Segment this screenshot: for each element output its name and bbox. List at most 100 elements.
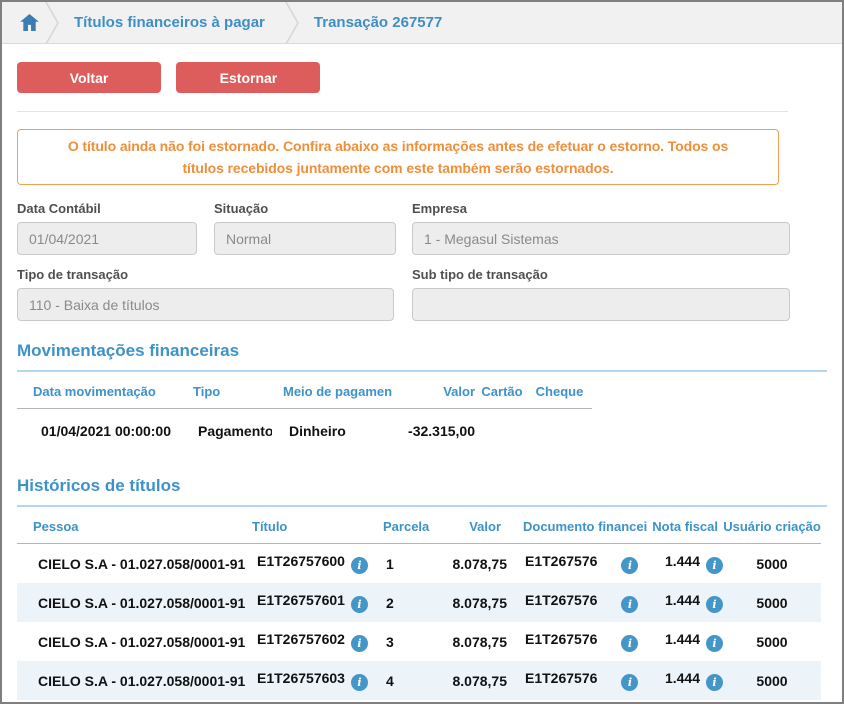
col-header-cartao: Cartão — [477, 374, 527, 409]
cell-nota-fiscal: 1.444 i — [647, 583, 723, 622]
movimentacoes-table: Data movimentação Tipo Meio de pagamento… — [17, 374, 592, 452]
documento-text: E1T267576 — [525, 553, 598, 569]
info-icon[interactable]: i — [706, 674, 723, 691]
cell-valor: 8.078,75 — [452, 633, 508, 650]
cell-usuario-criacao: 5000 — [756, 555, 788, 572]
field-label: Sub tipo de transação — [412, 267, 548, 282]
cell-nota-fiscal: 1.444 i — [647, 622, 723, 661]
cell-pessoa: CIELO S.A - 01.027.058/0001-91 — [38, 672, 245, 689]
cell-parcela: 4 — [386, 672, 394, 689]
cell-meio-pagamento: Dinheiro — [289, 423, 346, 439]
col-header-valor: Valor — [435, 509, 507, 544]
cell-parcela: 3 — [386, 633, 394, 650]
cell-pessoa: CIELO S.A - 01.027.058/0001-91 — [38, 594, 245, 611]
nota-text: 1.444 — [664, 553, 700, 569]
table-row: 01/04/2021 00:00:00 Pagamento Dinheiro -… — [17, 409, 592, 453]
form-row-1: Data Contábil 01/04/2021 Situação Normal… — [17, 201, 827, 255]
cell-usuario-criacao: 5000 — [756, 594, 788, 611]
cell-parcela: 1 — [386, 555, 394, 572]
situacao-input: Normal — [214, 222, 396, 255]
table-row: CIELO S.A - 01.027.058/0001-91 E1T267576… — [17, 583, 821, 622]
cell-documento-financeiro: E1T267576 i — [507, 583, 647, 622]
documento-text: E1T267576 — [525, 592, 598, 608]
info-icon[interactable]: i — [621, 674, 639, 691]
home-icon[interactable] — [20, 14, 39, 31]
nota-text: 1.444 — [664, 631, 700, 647]
cell-titulo: E1T26757600 i — [245, 544, 373, 584]
data-contabil-input: 01/04/2021 — [17, 222, 197, 255]
section-title-historicos: Históricos de títulos — [17, 476, 827, 507]
tipo-transacao-input: 110 - Baixa de títulos — [17, 288, 394, 321]
cell-pessoa: CIELO S.A - 01.027.058/0001-91 — [38, 555, 245, 572]
info-icon[interactable]: i — [350, 674, 368, 691]
cell-nota-fiscal: 1.444 i — [647, 544, 723, 584]
cell-valor: -32.315,00 — [408, 423, 475, 439]
col-header-data-movimentacao: Data movimentação — [17, 374, 182, 409]
estornar-button[interactable]: Estornar — [176, 62, 321, 93]
nota-text: 1.444 — [664, 592, 700, 608]
table-row: CIELO S.A - 01.027.058/0001-91 E1T267576… — [17, 622, 821, 661]
field-situacao: Situação Normal — [214, 201, 396, 255]
form-row-2: Tipo de transação 110 - Baixa de títulos… — [17, 267, 827, 321]
cell-nota-fiscal: 1.444 i — [647, 661, 723, 700]
info-icon[interactable]: i — [706, 557, 723, 574]
field-empresa: Empresa 1 - Megasul Sistemas — [412, 201, 790, 255]
cell-valor: 8.078,75 — [452, 555, 508, 572]
col-header-titulo: Título — [245, 509, 373, 544]
info-icon[interactable]: i — [706, 635, 723, 652]
info-icon[interactable]: i — [621, 635, 639, 652]
sub-tipo-transacao-input — [412, 288, 790, 321]
breadcrumb-item-titulos-financeiros[interactable]: Títulos financeiros à pagar — [74, 14, 265, 31]
field-label: Situação — [214, 201, 269, 216]
col-header-parcela: Parcela — [373, 509, 435, 544]
table-header-row: Data movimentação Tipo Meio de pagamento… — [17, 374, 592, 409]
historicos-table: Pessoa Título Parcela Valor Documento fi… — [17, 509, 821, 700]
documento-text: E1T267576 — [525, 631, 598, 647]
field-label: Empresa — [412, 201, 467, 216]
table-row: CIELO S.A - 01.027.058/0001-91 E1T267576… — [17, 661, 821, 700]
col-header-valor: Valor — [392, 374, 477, 409]
chevron-right-icon — [45, 2, 60, 44]
col-header-nota-fiscal: Nota fiscal — [647, 509, 723, 544]
info-icon[interactable]: i — [621, 596, 639, 613]
titulo-text: E1T26757603 — [257, 670, 345, 686]
table-row: CIELO S.A - 01.027.058/0001-91 E1T267576… — [17, 544, 821, 584]
info-icon[interactable]: i — [350, 635, 368, 652]
table-header-row: Pessoa Título Parcela Valor Documento fi… — [17, 509, 821, 544]
section-title-movimentacoes: Movimentações financeiras — [17, 341, 827, 372]
cell-pessoa: CIELO S.A - 01.027.058/0001-91 — [38, 633, 245, 650]
cell-usuario-criacao: 5000 — [756, 633, 788, 650]
col-header-usuario-criacao: Usuário criação — [723, 509, 821, 544]
info-icon[interactable]: i — [350, 596, 368, 613]
chevron-right-icon — [285, 2, 300, 44]
transaction-form: Data Contábil 01/04/2021 Situação Normal… — [17, 201, 827, 321]
cell-parcela: 2 — [386, 594, 394, 611]
cell-cheque — [527, 409, 592, 453]
cell-tipo: Pagamento — [198, 423, 272, 439]
cell-titulo: E1T26757603 i — [245, 661, 373, 700]
field-tipo-transacao: Tipo de transação 110 - Baixa de títulos — [17, 267, 394, 321]
field-data-contabil: Data Contábil 01/04/2021 — [17, 201, 197, 255]
cell-documento-financeiro: E1T267576 i — [507, 622, 647, 661]
cell-data-movimentacao: 01/04/2021 00:00:00 — [41, 423, 171, 439]
voltar-button[interactable]: Voltar — [17, 62, 161, 93]
col-header-meio-pagamento: Meio de pagamento — [272, 374, 392, 409]
breadcrumb: Títulos financeiros à pagar Transação 26… — [2, 2, 842, 44]
cell-usuario-criacao: 5000 — [756, 672, 788, 689]
cell-titulo: E1T26757601 i — [245, 583, 373, 622]
warning-banner: O título ainda não foi estornado. Confir… — [17, 129, 779, 185]
titulo-text: E1T26757602 — [257, 631, 345, 647]
titulo-text: E1T26757601 — [257, 592, 345, 608]
cell-valor: 8.078,75 — [452, 672, 508, 689]
cell-cartao — [477, 409, 527, 453]
field-label: Data Contábil — [17, 201, 101, 216]
cell-titulo: E1T26757602 i — [245, 622, 373, 661]
cell-documento-financeiro: E1T267576 i — [507, 661, 647, 700]
info-icon[interactable]: i — [621, 557, 639, 574]
content: Voltar Estornar O título ainda não foi e… — [2, 62, 842, 700]
info-icon[interactable]: i — [350, 557, 368, 574]
info-icon[interactable]: i — [706, 596, 723, 613]
breadcrumb-item-transacao[interactable]: Transação 267577 — [313, 14, 443, 31]
toolbar: Voltar Estornar — [17, 62, 827, 93]
